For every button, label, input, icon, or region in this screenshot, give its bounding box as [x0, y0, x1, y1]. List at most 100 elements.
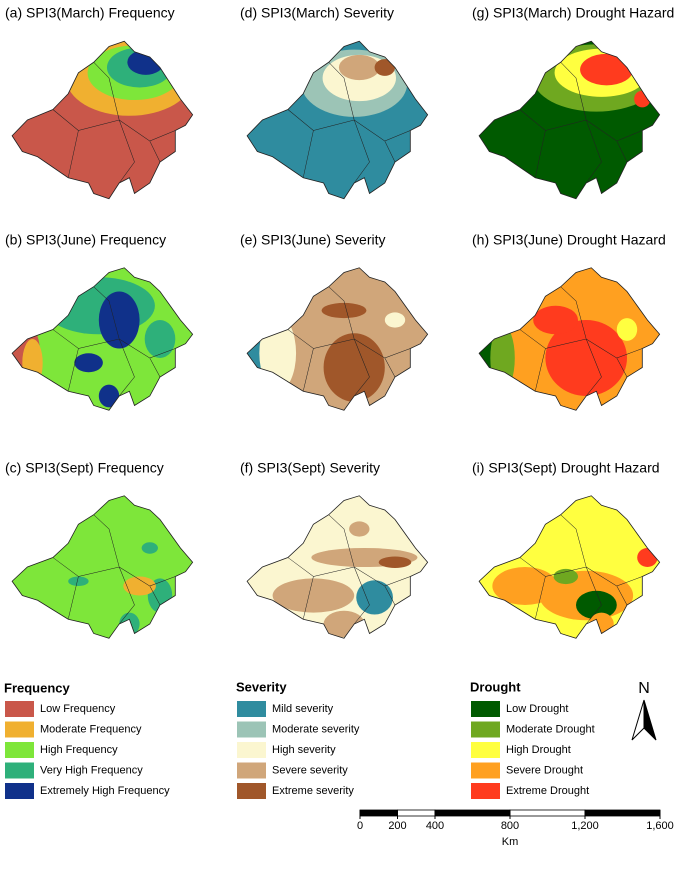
map-zone	[553, 568, 579, 585]
panel-title: (c) SPI3(Sept) Frequency	[5, 460, 164, 476]
legend-label: High Frequency	[40, 744, 118, 756]
map-outline	[11, 495, 194, 639]
legend-swatch	[471, 721, 500, 738]
map-outline	[11, 267, 194, 411]
district-lines	[287, 514, 411, 625]
map-zone	[374, 59, 395, 76]
map	[478, 267, 661, 411]
map-zone	[545, 320, 627, 396]
scale-label: 1,600	[646, 820, 674, 832]
map-zone	[576, 590, 617, 620]
map-outline	[246, 40, 429, 200]
legend-swatch	[237, 721, 266, 738]
legend-label: High Drought	[506, 744, 571, 756]
district-lines	[52, 514, 176, 625]
map-zone	[356, 580, 393, 615]
legend-swatch	[237, 742, 266, 758]
legend-label: Extreme severity	[272, 785, 354, 797]
map-zone	[22, 339, 43, 387]
legend-swatch	[5, 701, 34, 717]
map-zone	[580, 53, 634, 86]
map-zone	[127, 49, 165, 75]
map	[11, 267, 194, 411]
panel-title: (h) SPI3(June) Drought Hazard	[472, 232, 666, 248]
map-fill	[479, 267, 660, 411]
panel-title: (b) SPI3(June) Frequency	[5, 232, 166, 248]
legend-label: Low Frequency	[40, 703, 116, 715]
legend-title: Drought	[470, 679, 521, 694]
map-zone	[349, 521, 370, 537]
map	[11, 495, 194, 639]
legend-label: Severe Drought	[506, 764, 583, 776]
scale-label: 800	[501, 820, 519, 832]
map-zone	[384, 312, 406, 328]
legend-label: Moderate severity	[272, 723, 360, 735]
map-zone	[533, 305, 579, 335]
legend-swatch	[5, 721, 34, 738]
map	[478, 495, 661, 639]
map-zone	[323, 610, 365, 638]
district-lines	[287, 286, 411, 397]
map-fill	[12, 267, 193, 411]
map-zone	[321, 302, 367, 319]
map-zone	[338, 54, 380, 81]
scale-label: 200	[388, 820, 406, 832]
legend-label: Extremely High Frequency	[40, 785, 170, 797]
map-zone	[490, 324, 515, 392]
scale-segment	[434, 809, 511, 817]
north-label: N	[638, 680, 650, 697]
panel-title: (d) SPI3(March) Severity	[240, 5, 394, 21]
map-fill	[12, 495, 193, 639]
map-zone	[323, 333, 385, 402]
map-fill	[247, 41, 428, 199]
map-outline	[478, 267, 661, 411]
legend-swatch	[471, 783, 500, 799]
scale-unit: Km	[502, 836, 519, 848]
panel-title: (a) SPI3(March) Frequency	[5, 5, 175, 21]
panel-title: (f) SPI3(Sept) Severity	[240, 460, 380, 476]
map	[478, 40, 661, 200]
scale-segment	[359, 809, 398, 817]
map-zone	[98, 384, 120, 408]
legend-swatch	[5, 762, 34, 779]
map-zone	[378, 556, 412, 568]
district-lines	[519, 62, 643, 184]
map	[246, 495, 429, 639]
map-zone	[272, 578, 355, 613]
district-lines	[519, 514, 643, 625]
map-outline	[478, 495, 661, 639]
map	[11, 40, 194, 200]
district-lines	[52, 62, 176, 184]
legend-label: Moderate Frequency	[40, 723, 142, 735]
map-fill	[479, 495, 660, 639]
map-zone	[634, 90, 651, 108]
map-fill	[247, 495, 428, 639]
panel-title: (i) SPI3(Sept) Drought Hazard	[472, 460, 660, 476]
panel-title: (g) SPI3(March) Drought Hazard	[472, 5, 674, 21]
map-fill	[247, 267, 428, 411]
map-zone	[616, 318, 638, 341]
legend-label: Moderate Drought	[506, 723, 595, 735]
scale-label: 0	[357, 820, 363, 832]
legend-label: Extreme Drought	[506, 785, 589, 797]
scale-label: 400	[426, 820, 444, 832]
map-fill	[479, 41, 660, 199]
legend-swatch	[237, 701, 266, 717]
legend-swatch	[471, 701, 500, 717]
legend-swatch	[471, 742, 500, 758]
map-fill	[12, 41, 193, 199]
map-outline	[246, 267, 429, 411]
legend-swatch	[237, 762, 266, 779]
legend-swatch	[237, 783, 266, 799]
map-outline	[11, 40, 194, 200]
map-zone	[141, 542, 158, 554]
legend-title: Frequency	[4, 680, 71, 695]
district-lines	[287, 62, 411, 184]
scale-segment	[397, 809, 436, 817]
map-zone	[637, 548, 658, 567]
map-base	[12, 495, 193, 639]
legend-swatch	[5, 783, 34, 799]
scale-segment	[509, 809, 586, 817]
map-zone	[123, 576, 156, 596]
district-lines	[519, 286, 643, 397]
